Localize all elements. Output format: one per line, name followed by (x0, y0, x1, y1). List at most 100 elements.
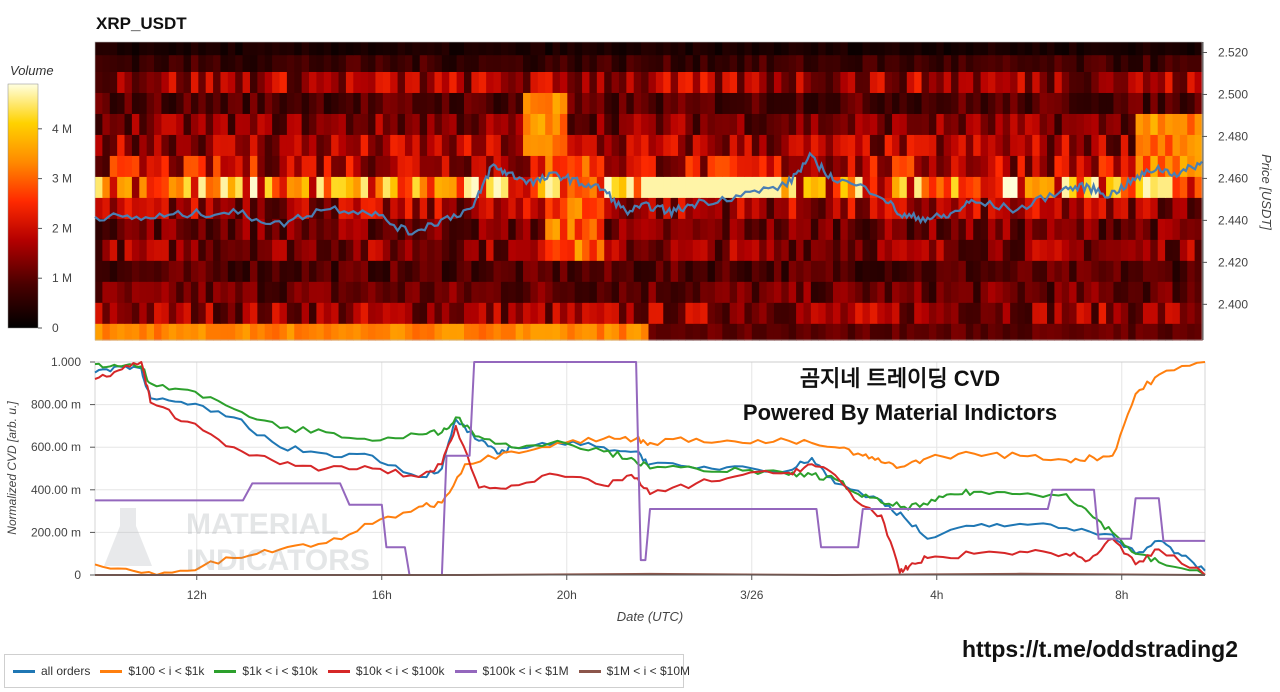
heatmap-cell (257, 302, 266, 324)
heatmap-cell (906, 71, 915, 93)
heatmap-cell (1187, 92, 1196, 114)
heatmap-cell (936, 197, 945, 219)
telegram-url[interactable]: https://t.me/oddstrading2 (962, 636, 1238, 662)
heatmap-cell (788, 323, 797, 341)
heatmap-cell (1135, 155, 1144, 177)
heatmap-frame (94, 41, 1203, 341)
heatmap-cell (611, 42, 620, 56)
heatmap-cell (648, 71, 657, 93)
heatmap-cell (936, 134, 945, 156)
heatmap-cell (168, 134, 177, 156)
heatmap-cell (412, 92, 421, 114)
heatmap-cell (168, 71, 177, 93)
heatmap-cell (249, 71, 258, 93)
heatmap-cell (1069, 42, 1078, 56)
heatmap-cell (227, 218, 236, 240)
heatmap-y-tick-label: 2.460 (1218, 171, 1248, 185)
heatmap-cell (840, 323, 849, 341)
heatmap-cell (722, 239, 731, 261)
heatmap-cell (987, 218, 996, 240)
heatmap-cell (309, 260, 317, 282)
heatmap-cell (1157, 239, 1166, 261)
heatmap-cell (102, 323, 111, 341)
legend-item[interactable]: $10k < i < $100k (327, 664, 445, 678)
heatmap-cell (272, 54, 281, 72)
heatmap-cell (1142, 155, 1151, 177)
heatmap-cell (951, 54, 960, 72)
heatmap-cell (249, 323, 258, 341)
legend-item[interactable]: $1k < i < $10k (214, 664, 318, 678)
heatmap-cell (427, 302, 436, 324)
heatmap-cell (1017, 155, 1026, 177)
heatmap-cell (899, 155, 908, 177)
heatmap-cell (810, 42, 819, 56)
heatmap-cell (220, 176, 229, 198)
heatmap-cell (596, 323, 605, 341)
heatmap-cell (456, 54, 465, 72)
heatmap-cell (1017, 113, 1026, 135)
heatmap-cell (877, 302, 886, 324)
heatmap-cell (471, 42, 480, 56)
heatmap-cell (397, 54, 406, 72)
heatmap-cell (1150, 71, 1159, 93)
heatmap-cell (722, 113, 731, 135)
heatmap-cell (1032, 134, 1041, 156)
heatmap-cell (205, 176, 214, 198)
heatmap-cell (1083, 176, 1092, 198)
heatmap-cell (973, 155, 982, 177)
heatmap-cell (1061, 260, 1070, 282)
heatmap-cell (700, 218, 709, 240)
heatmap-cell (434, 197, 443, 219)
legend-item[interactable]: $100 < i < $1k (100, 664, 204, 678)
heatmap-cell (618, 42, 627, 56)
heatmap-cell (604, 42, 613, 56)
heatmap-cell (951, 197, 960, 219)
heatmap-cell (1194, 155, 1203, 177)
heatmap-cell (102, 239, 111, 261)
heatmap-cell (685, 71, 694, 93)
heatmap-cell (1187, 42, 1196, 56)
heatmap-cell (965, 197, 974, 219)
heatmap-cell (714, 281, 723, 303)
legend-item[interactable]: $1M < i < $10M (578, 664, 690, 678)
heatmap-cell (139, 260, 148, 282)
heatmap-cell (1010, 281, 1019, 303)
heatmap-cell (552, 54, 561, 72)
heatmap-cell (655, 42, 664, 56)
heatmap-cell (345, 155, 354, 177)
heatmap-cell (272, 302, 281, 324)
heatmap-cell (692, 71, 701, 93)
heatmap-cell (102, 176, 111, 198)
heatmap-cell (1010, 323, 1019, 341)
heatmap-cell (648, 176, 657, 198)
legend-item[interactable]: $100k < i < $1M (454, 664, 569, 678)
heatmap-cell (1083, 302, 1092, 324)
heatmap-cell (825, 71, 834, 93)
heatmap-cell (847, 134, 856, 156)
heatmap-cell (914, 155, 923, 177)
heatmap-cell (685, 302, 694, 324)
heatmap-cell (1113, 42, 1122, 56)
heatmap-cell (1172, 71, 1181, 93)
heatmap-cell (707, 302, 716, 324)
heatmap-cell (1194, 302, 1203, 324)
heatmap-cell (1113, 54, 1122, 72)
heatmap-cell (323, 218, 332, 240)
heatmap-cell (921, 302, 930, 324)
heatmap-cell (412, 155, 421, 177)
legend-item[interactable]: all orders (13, 664, 90, 678)
heatmap-cell (559, 218, 568, 240)
heatmap-cell (213, 302, 222, 324)
heatmap-cell (1106, 92, 1115, 114)
heatmap-cell (161, 176, 170, 198)
heatmap-cell (641, 42, 650, 56)
heatmap-cell (109, 197, 118, 219)
heatmap-cell (331, 302, 340, 324)
heatmap-cell (102, 134, 111, 156)
heatmap-cell (1113, 239, 1122, 261)
heatmap-cell (515, 155, 524, 177)
heatmap-cell (973, 92, 982, 114)
heatmap-cell (508, 134, 517, 156)
cvd-y-tick-label: 200.00 m (31, 525, 81, 539)
